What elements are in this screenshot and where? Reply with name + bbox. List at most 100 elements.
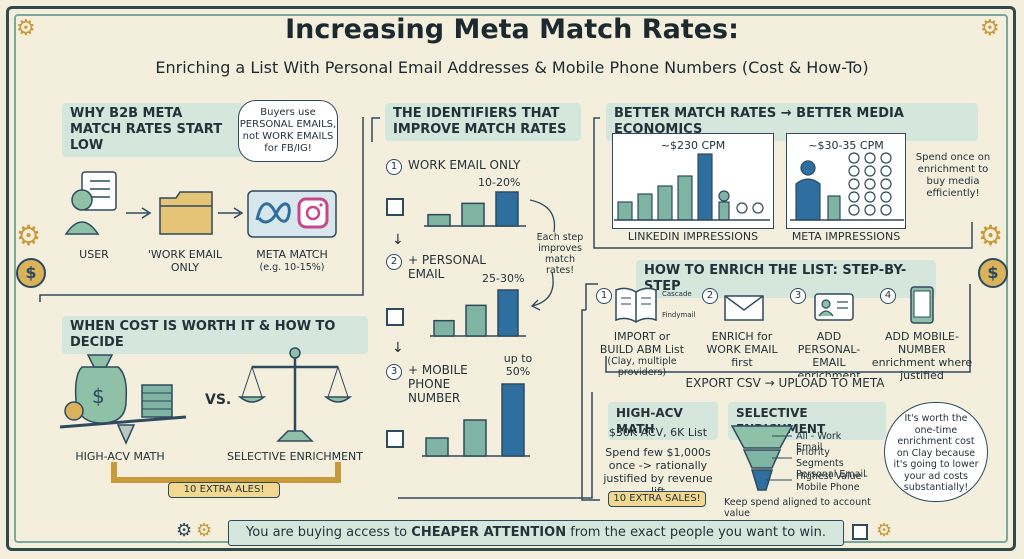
linkedin-label: LINKEDIN IMPRESSIONS [627,230,759,243]
person-icon [880,204,892,216]
balance-scale-icon [237,347,353,442]
footer-prefix: You are buying access to [246,525,412,540]
enrich-step-label: IMPORT or BUILD ABM List [599,330,685,356]
person-icon [880,178,892,190]
person-icon [864,204,876,216]
checkbox-icon [386,198,404,216]
vs-label: VS. [205,392,232,408]
identifiers-header: THE IDENTIFIERS THAT IMPROVE MATCH RATES [385,103,581,141]
bar-chart-3 [422,383,530,457]
checkbox-icon [852,524,868,540]
cost-header: WHEN COST IS WORTH IT & HOW TO DECIDE [62,316,368,354]
mobile-phone-icon [910,286,934,324]
checkbox-icon [386,308,404,326]
person-icon [848,152,860,164]
arrow-down-icon: ↓ [392,340,404,356]
enrich-step-label: ADD MOBILE-NUMBER enrichment where justi… [871,330,973,382]
arrow-down-icon: ↓ [392,232,404,248]
step-label: WORK EMAIL ONLY [408,158,521,172]
extra-sales-badge: 10 EXTRA SALES! [608,491,706,507]
selective-label: SELECTIVE ENRICHMENT [226,450,364,463]
enrich-step-number: 2 [702,288,718,304]
enrich-step-number: 1 [596,288,612,304]
meta-instagram-card [247,190,337,238]
gear-icon: ⚙ [16,16,36,41]
checkbox-icon [386,430,404,448]
enrich-step-label: ENRICH for WORK EMAIL first [706,330,778,369]
step-label: + PERSONAL EMAIL [408,253,486,281]
folder-icon [159,191,213,235]
page-title: Increasing Meta Match Rates: [285,14,739,45]
bracket-connector [111,462,341,483]
money-bag-seesaw: $ [59,354,187,445]
enrich-step-number: 4 [880,288,896,304]
step-rate: 10-20% [478,176,521,189]
id-card-icon [814,293,854,321]
why-section [38,97,368,302]
person-icon [848,204,860,216]
step-number: 3 [386,364,402,380]
person-icon [864,178,876,190]
economics-note: Spend once on enrichment to buy media ef… [915,152,991,199]
meta-cpm: ~$30-35 CPM [808,139,884,152]
bar [433,319,455,337]
dollar-coin-icon: $ [978,258,1008,288]
person-icon [864,152,876,164]
step-rate: 25-30% [482,272,525,285]
step-label: + MOBILE PHONE NUMBER [408,363,468,405]
person-icon [848,178,860,190]
acv-line1: $30K ACV, 6K List [608,426,708,439]
person-icon [880,191,892,203]
meta-label: META IMPRESSIONS [791,230,901,243]
funnel-tier: Priority Segments Personal Email [796,447,866,480]
meta-chart [790,152,904,221]
person-icon [848,165,860,177]
speech-bubble: Buyers use PERSONAL EMAILS, not WORK EMA… [238,100,338,162]
funnel-icon [730,425,794,491]
gear-icon: ⚙ [980,16,1000,41]
bar [497,289,519,337]
person-icon [848,191,860,203]
bar [463,419,487,457]
gear-icon: ⚙ [978,219,1004,252]
export-label: EXPORT CSV → UPLOAD TO META [680,377,890,390]
worth-bubble: It's worth the one-time enrichment cost … [884,402,988,502]
why-header: WHY B2B META MATCH RATES START LOW [62,103,243,157]
curved-arrow-icon [529,199,556,311]
extra-sales-badge-left: 10 EXTRA ALES! [168,482,280,498]
acv-header: HIGH-ACV MATH [608,402,718,440]
enrich-step-label: ADD PERSONAL-EMAIL enrichment [797,330,861,382]
bar [495,191,519,227]
why-section-border [39,117,364,302]
arrow-icon [218,207,244,219]
linkedin-cpm: ~$230 CPM [660,139,726,152]
step-number: 1 [386,159,402,175]
meta-match-label: META MATCH [256,248,328,261]
identifiers-border [371,117,593,499]
funnel-tier: All - Work Email [796,431,842,453]
gear-icon: ⚙ [196,520,213,541]
linkedin-chart [614,153,770,221]
enrich-step-number: 3 [790,288,806,304]
selective-note: Keep spend aligned to account value [724,497,871,519]
meta-match-sub: (e.g. 10-15%) [259,262,325,273]
gear-icon: ⚙ [176,520,193,541]
bar [465,304,487,337]
dollar-coin-icon: $ [16,258,46,288]
improve-note: Each step improves match rates! [536,232,584,276]
step-number: 2 [386,254,402,270]
arrow-icon [126,207,152,219]
work-email-label: 'WORK EMAIL ONLY [147,248,223,274]
bar-chart-2 [430,289,526,337]
book-icon [615,287,657,323]
person-icon [880,152,892,164]
gear-icon: ⚙ [876,520,893,541]
funnel-tier: Highest Value - Mobile Phone [796,471,868,493]
economics-border [593,117,973,249]
outer-frame [6,6,1016,551]
svg-text:$: $ [92,384,105,408]
person-icon [864,165,876,177]
footer-emphasis: CHEAPER ATTENTION [411,525,567,540]
provider-findymail: Findymail [662,311,696,319]
